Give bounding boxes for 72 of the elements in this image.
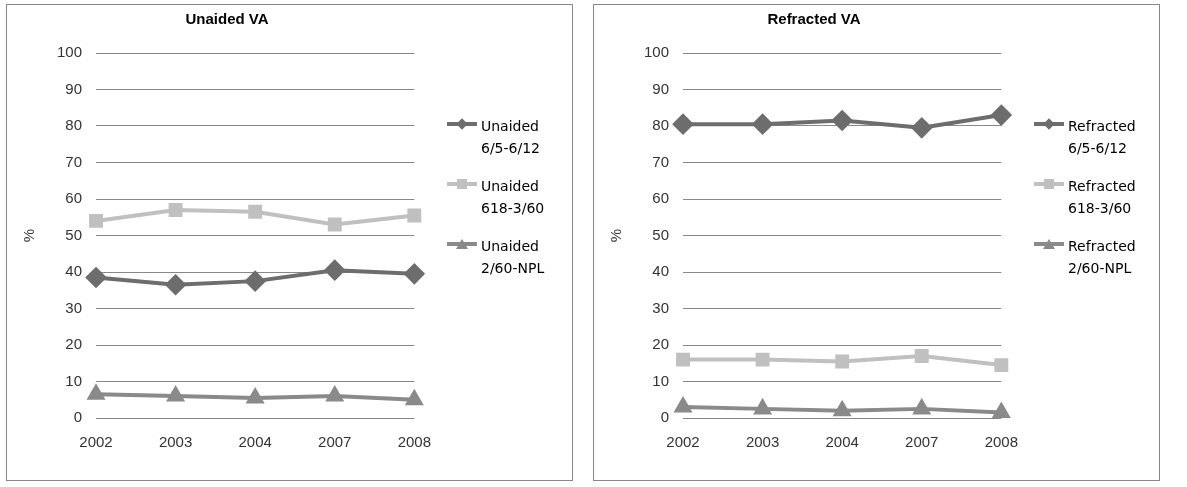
y-tick-label: 90 — [652, 79, 670, 97]
point — [89, 213, 103, 228]
y-tick-label: 100 — [644, 43, 670, 61]
point — [754, 399, 771, 415]
point — [755, 352, 770, 367]
point — [992, 401, 1011, 418]
y-tick-label: 60 — [65, 189, 83, 207]
point — [168, 203, 183, 217]
point — [832, 110, 853, 131]
y-tick-label: 70 — [65, 152, 83, 170]
point — [247, 388, 264, 404]
y-tick-label: 30 — [652, 298, 670, 316]
point — [834, 401, 851, 417]
point — [914, 349, 929, 363]
point — [991, 105, 1012, 126]
y-tick-label: 80 — [652, 116, 670, 134]
legend-label: Unaided 6/5-6/12 — [481, 117, 542, 158]
y-tick-label: 70 — [652, 152, 670, 170]
point — [407, 208, 422, 223]
legend-label: Unaided 618-3/60 — [481, 177, 546, 218]
point — [167, 387, 184, 402]
point — [326, 387, 343, 402]
x-tick-label: 2003 — [158, 433, 193, 451]
point — [165, 274, 186, 295]
y-tick-label: 90 — [65, 79, 83, 97]
x-tick-label: 2003 — [745, 433, 780, 451]
x-tick-label: 2004 — [238, 433, 272, 451]
y-tick-label: 100 — [57, 43, 83, 61]
y-axis-title: % — [607, 228, 625, 243]
y-tick-label: 0 — [73, 408, 83, 426]
legend-label: Refracted 2/60-NPL — [1068, 237, 1137, 278]
y-tick-label: 80 — [65, 116, 83, 134]
y-tick-label: 10 — [652, 371, 670, 389]
point — [324, 260, 345, 281]
point — [673, 114, 694, 135]
point — [327, 217, 342, 232]
x-tick-label: 2007 — [318, 433, 352, 451]
x-tick-label: 2002 — [666, 433, 700, 451]
y-tick-label: 40 — [652, 262, 670, 280]
legend-label: Refracted 6/5-6/12 — [1068, 117, 1137, 158]
point — [676, 352, 690, 367]
y-axis-title: % — [20, 228, 38, 243]
y-tick-label: 0 — [660, 408, 670, 426]
point — [994, 358, 1009, 373]
x-tick-label: 2002 — [79, 433, 113, 451]
chart-title: Unaided VA — [185, 10, 269, 28]
y-tick-label: 40 — [65, 262, 83, 280]
x-tick-label: 2008 — [397, 433, 431, 451]
point — [911, 117, 932, 138]
point — [404, 263, 425, 284]
y-tick-label: 20 — [65, 335, 83, 353]
point — [752, 114, 773, 135]
point — [248, 204, 263, 219]
y-tick-label: 20 — [652, 335, 670, 353]
point — [913, 399, 930, 415]
y-tick-label: 50 — [65, 225, 83, 243]
x-tick-label: 2004 — [825, 433, 859, 451]
point — [835, 354, 850, 369]
point — [86, 267, 107, 288]
point — [674, 398, 692, 413]
legend-label: Unaided 2/60-NPL — [481, 237, 546, 278]
legend-label: Refracted 618-3/60 — [1068, 177, 1137, 218]
y-tick-label: 50 — [652, 225, 670, 243]
x-tick-label: 2007 — [905, 433, 939, 451]
y-tick-label: 30 — [65, 298, 83, 316]
y-tick-label: 10 — [65, 371, 83, 389]
y-tick-label: 60 — [652, 189, 670, 207]
x-tick-label: 2008 — [984, 433, 1018, 451]
chart-title: Refracted VA — [767, 10, 861, 28]
point — [245, 271, 266, 292]
point — [87, 385, 105, 400]
point — [406, 390, 423, 406]
